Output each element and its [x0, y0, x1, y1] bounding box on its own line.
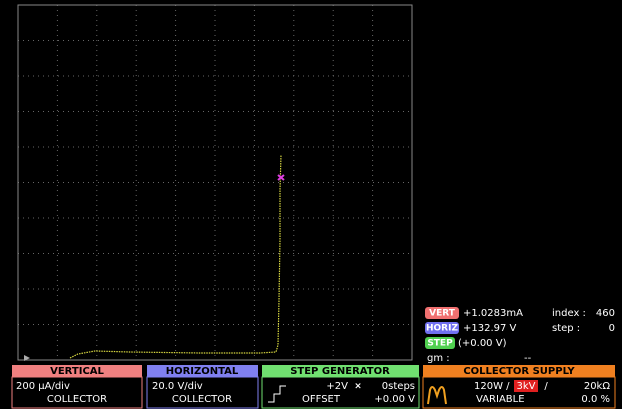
step-badge-text: STEP [427, 339, 453, 349]
origin-marker [24, 355, 30, 361]
vertical-scale: 200 µA/div [16, 381, 70, 392]
horizontal-panel [146, 376, 259, 409]
horizontal-header [147, 365, 258, 377]
horiz-badge-text: HORIZ [426, 324, 458, 334]
collector-icon [427, 386, 447, 405]
gm-value: -- [524, 353, 532, 364]
vertical-source: COLLECTOR [47, 394, 107, 405]
collector-voltage: 3kV [517, 381, 536, 392]
trace [69, 154, 282, 359]
step-value-text: (+0.00 V) [458, 338, 507, 349]
vertical-panel [11, 376, 143, 409]
collector-sep: / [544, 381, 548, 392]
collector-mode: VARIABLE [476, 394, 525, 405]
step-value: 0 [609, 323, 615, 334]
step-steps: 0steps [382, 381, 415, 392]
vertical-title: VERTICAL [50, 366, 104, 377]
offset-value: +0.00 V [374, 394, 415, 405]
horizontal-title: HORIZONTAL [166, 366, 239, 377]
horizontal-source: COLLECTOR [172, 394, 232, 405]
step-amplitude: +2V [326, 381, 348, 392]
index-label: index : [552, 308, 586, 319]
vertical-header [12, 365, 142, 377]
step-icon [268, 385, 286, 403]
gm-label: gm : [427, 353, 450, 364]
step-title: STEP GENERATOR [290, 366, 390, 377]
offset-label: OFFSET [302, 394, 341, 405]
collector-resistance: 20kΩ [584, 381, 611, 392]
horiz-badge [425, 322, 459, 334]
index-value: 460 [596, 308, 615, 319]
step-badge [425, 337, 455, 349]
step-times: × [354, 382, 362, 392]
step-label: step : [552, 323, 580, 334]
cursor [277, 174, 285, 181]
step-panel [261, 376, 420, 409]
voltage-highlight [514, 380, 538, 392]
vert-badge-text: VERT [429, 309, 456, 319]
collector-title: COLLECTOR SUPPLY [463, 366, 575, 377]
horiz-value: +132.97 V [463, 323, 517, 334]
collector-panel [422, 376, 616, 409]
horizontal-scale: 20.0 V/div [152, 381, 203, 392]
step-header [262, 365, 419, 377]
collector-power: 120W / [474, 381, 510, 392]
graticule-border [17, 4, 413, 361]
vert-value: +1.0283mA [463, 308, 523, 319]
collector-percent: 0.0 % [581, 394, 610, 405]
collector-header [423, 365, 615, 377]
vert-badge [425, 307, 459, 319]
graticule [18, 5, 412, 360]
